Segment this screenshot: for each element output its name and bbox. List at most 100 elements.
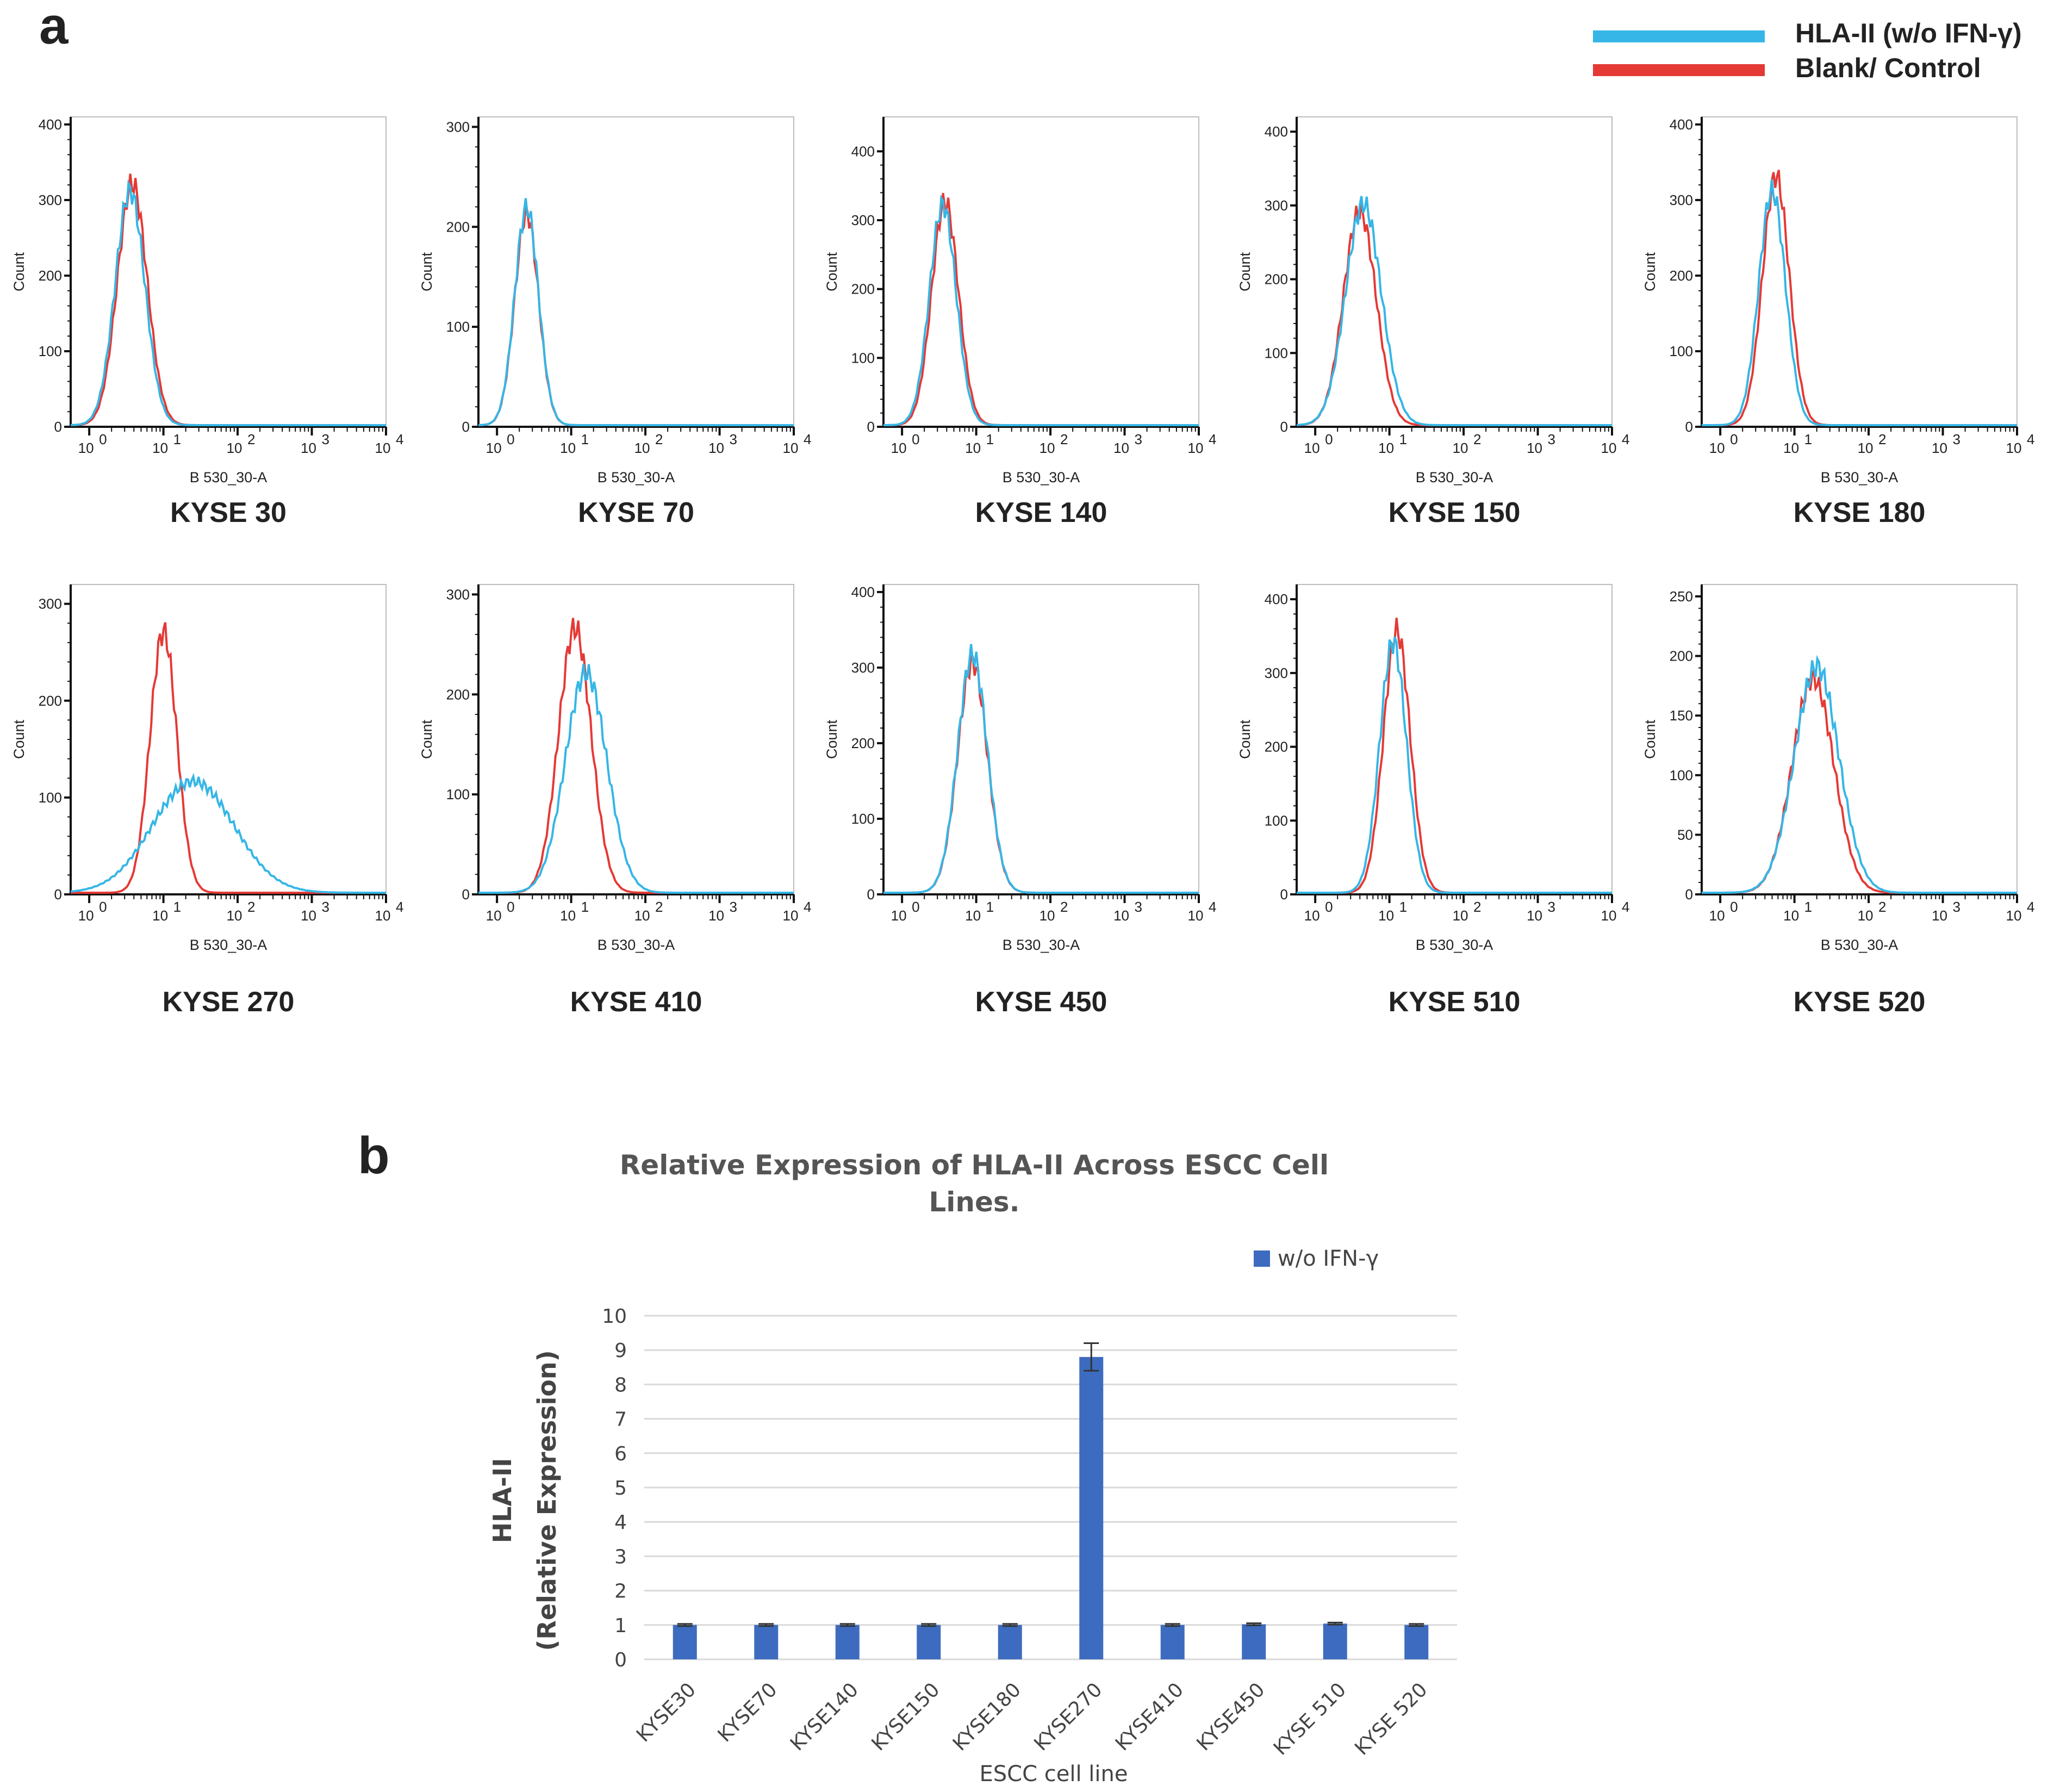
bar-x-tick-label: KYSE450 [1192, 1678, 1269, 1755]
y-tick-label: 0 [462, 886, 470, 903]
x-tick-label: 10 [1113, 440, 1129, 456]
x-tick-exponent: 3 [322, 431, 329, 447]
y-axis-label: Count [1642, 252, 1658, 291]
x-tick-exponent: 0 [1730, 899, 1738, 915]
histogram-curve-control [883, 192, 1199, 426]
y-tick-label: 300 [851, 212, 875, 228]
histogram-curve-hla-ii [478, 664, 794, 894]
bar-y-tick-label: 8 [614, 1374, 627, 1396]
y-tick-label: 150 [1670, 707, 1693, 724]
x-tick-exponent: 1 [1804, 899, 1812, 915]
x-tick-label: 10 [227, 440, 242, 456]
y-tick-label: 100 [1265, 812, 1288, 829]
x-tick-label: 10 [1378, 440, 1394, 456]
y-tick-label: 100 [1670, 767, 1693, 783]
x-axis-label: B 530_30-A [597, 469, 675, 486]
y-axis-label: Count [419, 719, 435, 759]
panel-a-label: a [39, 0, 69, 55]
x-tick-label: 10 [152, 440, 168, 456]
bar-y-tick-label: 5 [614, 1477, 627, 1499]
y-tick-label: 0 [1280, 419, 1288, 435]
x-tick-label: 10 [375, 440, 391, 456]
bar-y-tick-label: 0 [614, 1649, 627, 1671]
x-tick-label: 10 [1858, 440, 1874, 456]
x-tick-exponent: 3 [322, 899, 329, 915]
x-tick-exponent: 0 [912, 899, 919, 915]
panel-title: KYSE 510 [1389, 986, 1521, 1018]
x-tick-exponent: 0 [507, 431, 514, 447]
x-tick-label: 10 [152, 907, 168, 924]
bar-x-tick-label: KYSE 520 [1350, 1678, 1431, 1759]
y-tick-label: 300 [39, 596, 62, 612]
panel-title: KYSE 270 [163, 986, 295, 1018]
x-tick-label: 10 [560, 907, 576, 924]
x-tick-exponent: 4 [804, 899, 811, 915]
bar-y-tick-label: 6 [614, 1443, 627, 1465]
x-tick-exponent: 2 [247, 899, 255, 915]
panel-title: KYSE 410 [570, 986, 702, 1018]
bar-chart-title-line-1: Relative Expression of HLA-II Across ESC… [620, 1149, 1329, 1181]
histogram-curve-hla-ii [1297, 636, 1612, 894]
bar-x-tick-label: KYSE70 [714, 1678, 782, 1746]
y-tick-label: 400 [1265, 591, 1288, 607]
y-tick-label: 400 [39, 116, 62, 133]
bar [673, 1625, 697, 1659]
x-axis-label: B 530_30-A [597, 937, 675, 953]
x-tick-label: 10 [1527, 907, 1542, 924]
x-axis-label: B 530_30-A [1821, 469, 1899, 486]
y-axis-label: Count [1237, 252, 1253, 291]
y-tick-label: 0 [54, 419, 62, 435]
x-tick-label: 10 [1709, 440, 1725, 456]
histogram-curve-control [883, 653, 1199, 894]
x-tick-exponent: 4 [804, 431, 811, 447]
x-tick-label: 10 [1304, 907, 1320, 924]
x-tick-exponent: 1 [173, 899, 181, 915]
x-tick-exponent: 3 [1953, 899, 1960, 915]
histogram-curve-control [1702, 170, 2017, 426]
x-tick-label: 10 [1858, 907, 1874, 924]
y-tick-label: 100 [1670, 343, 1693, 359]
x-tick-exponent: 4 [396, 899, 403, 915]
histogram-curve-hla-ii [70, 773, 386, 894]
x-tick-label: 10 [486, 907, 502, 924]
x-tick-label: 10 [708, 440, 724, 456]
bar-y-axis-label-line-1: HLA-II [488, 1458, 517, 1544]
x-tick-label: 10 [1783, 440, 1799, 456]
y-axis-label: Count [419, 252, 435, 291]
bar-x-tick-label: KYSE150 [867, 1678, 944, 1755]
x-tick-exponent: 3 [1548, 899, 1555, 915]
x-tick-exponent: 3 [1135, 431, 1142, 447]
bar [998, 1625, 1022, 1659]
plot-frame [1296, 584, 1613, 895]
bar [1242, 1624, 1266, 1659]
plot-frame [1701, 584, 2018, 895]
x-tick-label: 10 [560, 440, 576, 456]
y-tick-label: 400 [851, 143, 875, 159]
x-tick-exponent: 1 [581, 899, 589, 915]
bar-x-tick-label: KYSE410 [1111, 1678, 1188, 1755]
y-tick-label: 200 [851, 281, 875, 297]
y-tick-label: 200 [1670, 648, 1693, 664]
panel-title: KYSE 520 [1794, 986, 1926, 1018]
x-axis-label: B 530_30-A [1821, 937, 1899, 953]
plot-frame [478, 116, 794, 427]
x-tick-exponent: 2 [1060, 431, 1068, 447]
histogram-curve-hla-ii [71, 179, 386, 426]
bar [835, 1625, 860, 1659]
bar-x-ticks: KYSE30 KYSE70 KYSE140 KYSE150 KYSE180 KYSE270… [632, 1678, 1431, 1759]
panel-title: KYSE 70 [578, 497, 694, 528]
bar [1079, 1357, 1104, 1659]
x-tick-exponent: 2 [247, 431, 255, 447]
y-tick-label: 300 [446, 586, 470, 602]
x-tick-label: 10 [78, 440, 94, 456]
y-tick-label: 0 [1280, 886, 1288, 903]
histogram-curve-control [71, 622, 386, 894]
plot-frame [70, 584, 387, 895]
